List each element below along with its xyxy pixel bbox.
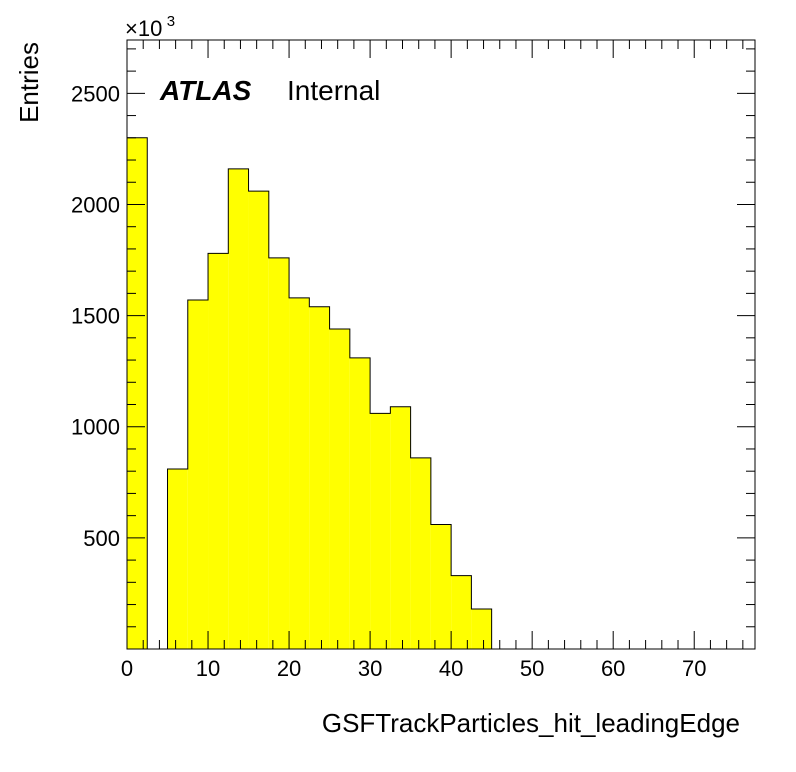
histogram-bar xyxy=(127,137,148,649)
histogram-bar xyxy=(187,300,209,649)
internal-label: Internal xyxy=(287,75,380,106)
x-tick-label: 50 xyxy=(520,656,544,681)
x-tick-label: 30 xyxy=(358,656,382,681)
x-tick-label: 70 xyxy=(682,656,706,681)
x-tick-label: 10 xyxy=(196,656,220,681)
y-axis-multiplier: ×10 3 xyxy=(125,13,175,41)
histogram-bar xyxy=(309,306,330,649)
y-tick-labels: 500 1000 1500 2000 2500 xyxy=(71,81,120,551)
histogram-bar xyxy=(430,524,452,649)
plot-area-frame xyxy=(126,39,756,650)
plot-frame xyxy=(126,39,756,650)
x-tick-label: 60 xyxy=(601,656,625,681)
y-multiplier-exponent: 3 xyxy=(167,13,175,30)
y-multiplier-base: ×10 xyxy=(125,16,162,41)
y-tick-label: 1000 xyxy=(71,415,120,440)
atlas-label: ATLAS xyxy=(159,75,252,106)
histogram-bar xyxy=(208,253,229,650)
histogram-bars xyxy=(126,137,493,650)
x-tick-label: 0 xyxy=(121,656,133,681)
y-tick-label: 2000 xyxy=(71,192,120,217)
histogram-bar xyxy=(451,575,472,649)
histogram-bar xyxy=(228,168,249,649)
histogram-bar xyxy=(390,406,411,649)
y-tick-label: 1500 xyxy=(71,304,120,329)
histogram-bar xyxy=(370,413,391,649)
x-tick-label: 20 xyxy=(277,656,301,681)
x-axis-title: GSFTrackParticles_hit_leadingEdge xyxy=(322,708,740,738)
histogram-bar xyxy=(410,457,431,649)
axis-ticks xyxy=(126,40,755,649)
histogram-bar xyxy=(268,257,290,649)
y-tick-label: 2500 xyxy=(71,81,120,106)
histogram-bar xyxy=(329,328,350,649)
x-tick-label: 40 xyxy=(439,656,463,681)
histogram-bar xyxy=(248,191,269,650)
y-tick-label: 500 xyxy=(83,526,120,551)
histogram-bar xyxy=(349,357,371,649)
histogram-bar xyxy=(471,608,492,649)
histogram-bar xyxy=(167,468,188,649)
y-axis-title: Entries xyxy=(14,42,44,123)
histogram-bar xyxy=(289,297,310,649)
x-tick-labels: 0 10 20 30 40 50 60 70 xyxy=(121,656,707,681)
